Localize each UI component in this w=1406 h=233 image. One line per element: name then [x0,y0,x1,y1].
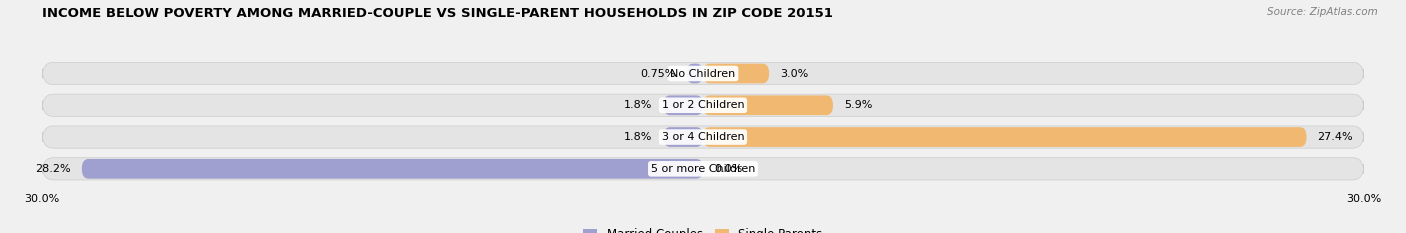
FancyBboxPatch shape [686,64,703,83]
FancyBboxPatch shape [42,62,1364,85]
Text: 3.0%: 3.0% [780,69,808,79]
FancyBboxPatch shape [703,127,1306,147]
FancyBboxPatch shape [42,158,1364,180]
Text: 0.75%: 0.75% [640,69,675,79]
Text: 5.9%: 5.9% [844,100,872,110]
Text: 28.2%: 28.2% [35,164,70,174]
FancyBboxPatch shape [42,94,1364,116]
Legend: Married Couples, Single Parents: Married Couples, Single Parents [583,228,823,233]
Text: 3 or 4 Children: 3 or 4 Children [662,132,744,142]
Text: 5 or more Children: 5 or more Children [651,164,755,174]
Text: 0.0%: 0.0% [714,164,742,174]
FancyBboxPatch shape [82,159,703,179]
Text: Source: ZipAtlas.com: Source: ZipAtlas.com [1267,7,1378,17]
FancyBboxPatch shape [664,96,703,115]
Text: 1.8%: 1.8% [624,132,652,142]
FancyBboxPatch shape [703,64,769,83]
FancyBboxPatch shape [664,127,703,147]
Text: 27.4%: 27.4% [1317,132,1353,142]
Text: INCOME BELOW POVERTY AMONG MARRIED-COUPLE VS SINGLE-PARENT HOUSEHOLDS IN ZIP COD: INCOME BELOW POVERTY AMONG MARRIED-COUPL… [42,7,832,20]
Text: 1 or 2 Children: 1 or 2 Children [662,100,744,110]
Text: No Children: No Children [671,69,735,79]
Text: 1.8%: 1.8% [624,100,652,110]
FancyBboxPatch shape [703,96,832,115]
FancyBboxPatch shape [42,126,1364,148]
